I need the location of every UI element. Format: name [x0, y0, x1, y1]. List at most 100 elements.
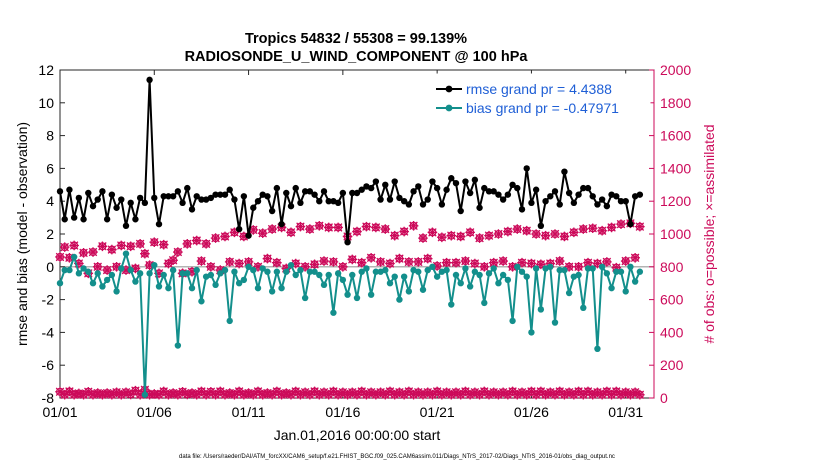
rmse-point	[457, 207, 464, 215]
obs-assimilated-marker	[493, 389, 504, 400]
obs-assimilated-marker	[140, 248, 150, 259]
y-tick-label-right: 400	[660, 324, 684, 340]
y-axis-label-right: # of obs: o=possible; ×=assimilated	[701, 124, 717, 343]
bias-point	[396, 296, 403, 303]
obs-assimilated-marker	[111, 387, 122, 398]
bias-point	[561, 266, 568, 274]
bias-point	[259, 265, 266, 272]
obs-assimilated-marker	[125, 241, 136, 252]
obs-assimilated-marker	[281, 388, 292, 398]
rmse-point	[570, 199, 578, 207]
bias-point	[184, 270, 191, 277]
rmse-point	[160, 193, 167, 200]
rmse-point	[532, 186, 540, 193]
rmse-point	[405, 201, 413, 208]
obs-assimilated-marker	[526, 258, 537, 269]
rmse-point	[485, 188, 493, 195]
bias-point	[146, 270, 153, 277]
obs-assimilated-marker	[83, 386, 94, 397]
obs-assimilated-marker	[583, 386, 593, 397]
obs-assimilated-marker	[418, 233, 428, 243]
rmse-point	[424, 196, 431, 203]
bias-point	[589, 265, 596, 272]
x-tick-label: 01/31	[608, 404, 643, 420]
bias-point	[334, 270, 342, 277]
rmse-point	[320, 188, 328, 195]
rmse-point	[349, 189, 356, 197]
bias-point	[547, 263, 554, 270]
obs-assimilated-marker	[107, 389, 117, 400]
obs-assimilated-marker	[328, 386, 339, 397]
obs-assimilated-marker	[545, 258, 556, 269]
obs-assimilated-marker	[323, 389, 334, 400]
obs-assimilated-marker	[196, 256, 207, 266]
obs-assimilated-marker	[521, 389, 532, 400]
rmse-point	[561, 168, 568, 175]
bias-point	[231, 268, 238, 275]
rmse-point	[283, 189, 290, 197]
obs-assimilated-marker	[620, 256, 631, 266]
rmse-point	[613, 193, 620, 200]
rmse-point	[151, 194, 158, 202]
obs-assimilated-marker	[229, 389, 240, 400]
bias-point	[551, 319, 559, 326]
obs-assimilated-marker	[64, 252, 75, 263]
bias-point	[514, 263, 521, 270]
bias-point	[136, 270, 144, 277]
y-tick-label-right: 1000	[660, 226, 691, 242]
rmse-point	[61, 216, 68, 223]
rmse-point	[311, 191, 318, 198]
rmse-point	[415, 183, 422, 190]
obs-assimilated-marker	[371, 389, 381, 400]
obs-assimilated-marker	[611, 386, 622, 397]
obs-assimilated-marker	[239, 389, 249, 400]
obs-assimilated-marker	[220, 231, 230, 242]
obs-assimilated-marker	[135, 239, 145, 249]
rmse-point	[146, 76, 153, 84]
rmse-point	[268, 207, 276, 215]
obs-assimilated-marker	[154, 268, 164, 279]
obs-assimilated-marker	[281, 263, 292, 274]
obs-assimilated-marker	[295, 389, 306, 400]
obs-assimilated-marker	[78, 248, 89, 258]
rmse-point	[174, 188, 182, 195]
bias-point	[287, 261, 295, 269]
rmse-point	[75, 194, 83, 202]
bias-point	[151, 261, 158, 269]
bias-point	[330, 309, 337, 316]
bias-point	[603, 270, 611, 277]
obs-assimilated-marker	[507, 262, 518, 272]
rmse-point	[89, 202, 97, 210]
bias-point	[499, 271, 507, 279]
bias-point	[532, 265, 540, 272]
obs-assimilated-marker	[328, 257, 339, 267]
obs-assimilated-marker	[338, 262, 348, 272]
rmse-point	[443, 186, 450, 193]
y-tick-label-right: 1200	[660, 193, 691, 209]
bias-point	[99, 283, 106, 290]
left-ticks: 12 10 8 6 4 2 0 -2 -4 -6 -8	[38, 62, 65, 406]
obs-assimilated-marker	[531, 229, 541, 239]
rmse-point	[250, 204, 257, 211]
bias-point	[415, 268, 422, 275]
obs-assimilated-marker	[573, 262, 584, 272]
obs-assimilated-marker	[526, 386, 537, 397]
obs-assimilated-marker	[606, 389, 617, 400]
bias-point	[344, 291, 351, 298]
rmse-point	[438, 201, 446, 208]
bias-point	[419, 286, 427, 293]
obs-assimilated-marker	[616, 389, 626, 400]
obs-assimilated-marker	[300, 387, 310, 398]
bias-point	[70, 253, 78, 261]
rmse-point	[622, 198, 629, 205]
rmse-point	[245, 232, 252, 239]
obs-assimilated-marker	[602, 386, 612, 397]
bias-point	[311, 268, 318, 275]
bias-point	[85, 268, 92, 275]
y-tick-label-right: 2000	[660, 62, 691, 78]
rmse-point	[627, 220, 634, 228]
obs-assimilated-marker	[168, 255, 178, 266]
bias-point	[518, 268, 526, 275]
obs-assimilated-marker	[229, 227, 240, 238]
obs-assimilated-marker	[512, 389, 523, 400]
